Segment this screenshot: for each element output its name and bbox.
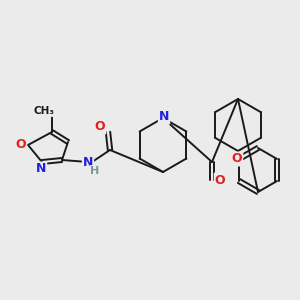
- Text: O: O: [95, 121, 105, 134]
- Text: N: N: [159, 110, 169, 124]
- Text: O: O: [16, 139, 26, 152]
- Text: N: N: [83, 155, 93, 169]
- Text: O: O: [232, 152, 242, 166]
- Text: O: O: [215, 173, 225, 187]
- Text: CH₃: CH₃: [34, 106, 55, 116]
- Text: H: H: [90, 166, 100, 176]
- Text: N: N: [36, 163, 46, 176]
